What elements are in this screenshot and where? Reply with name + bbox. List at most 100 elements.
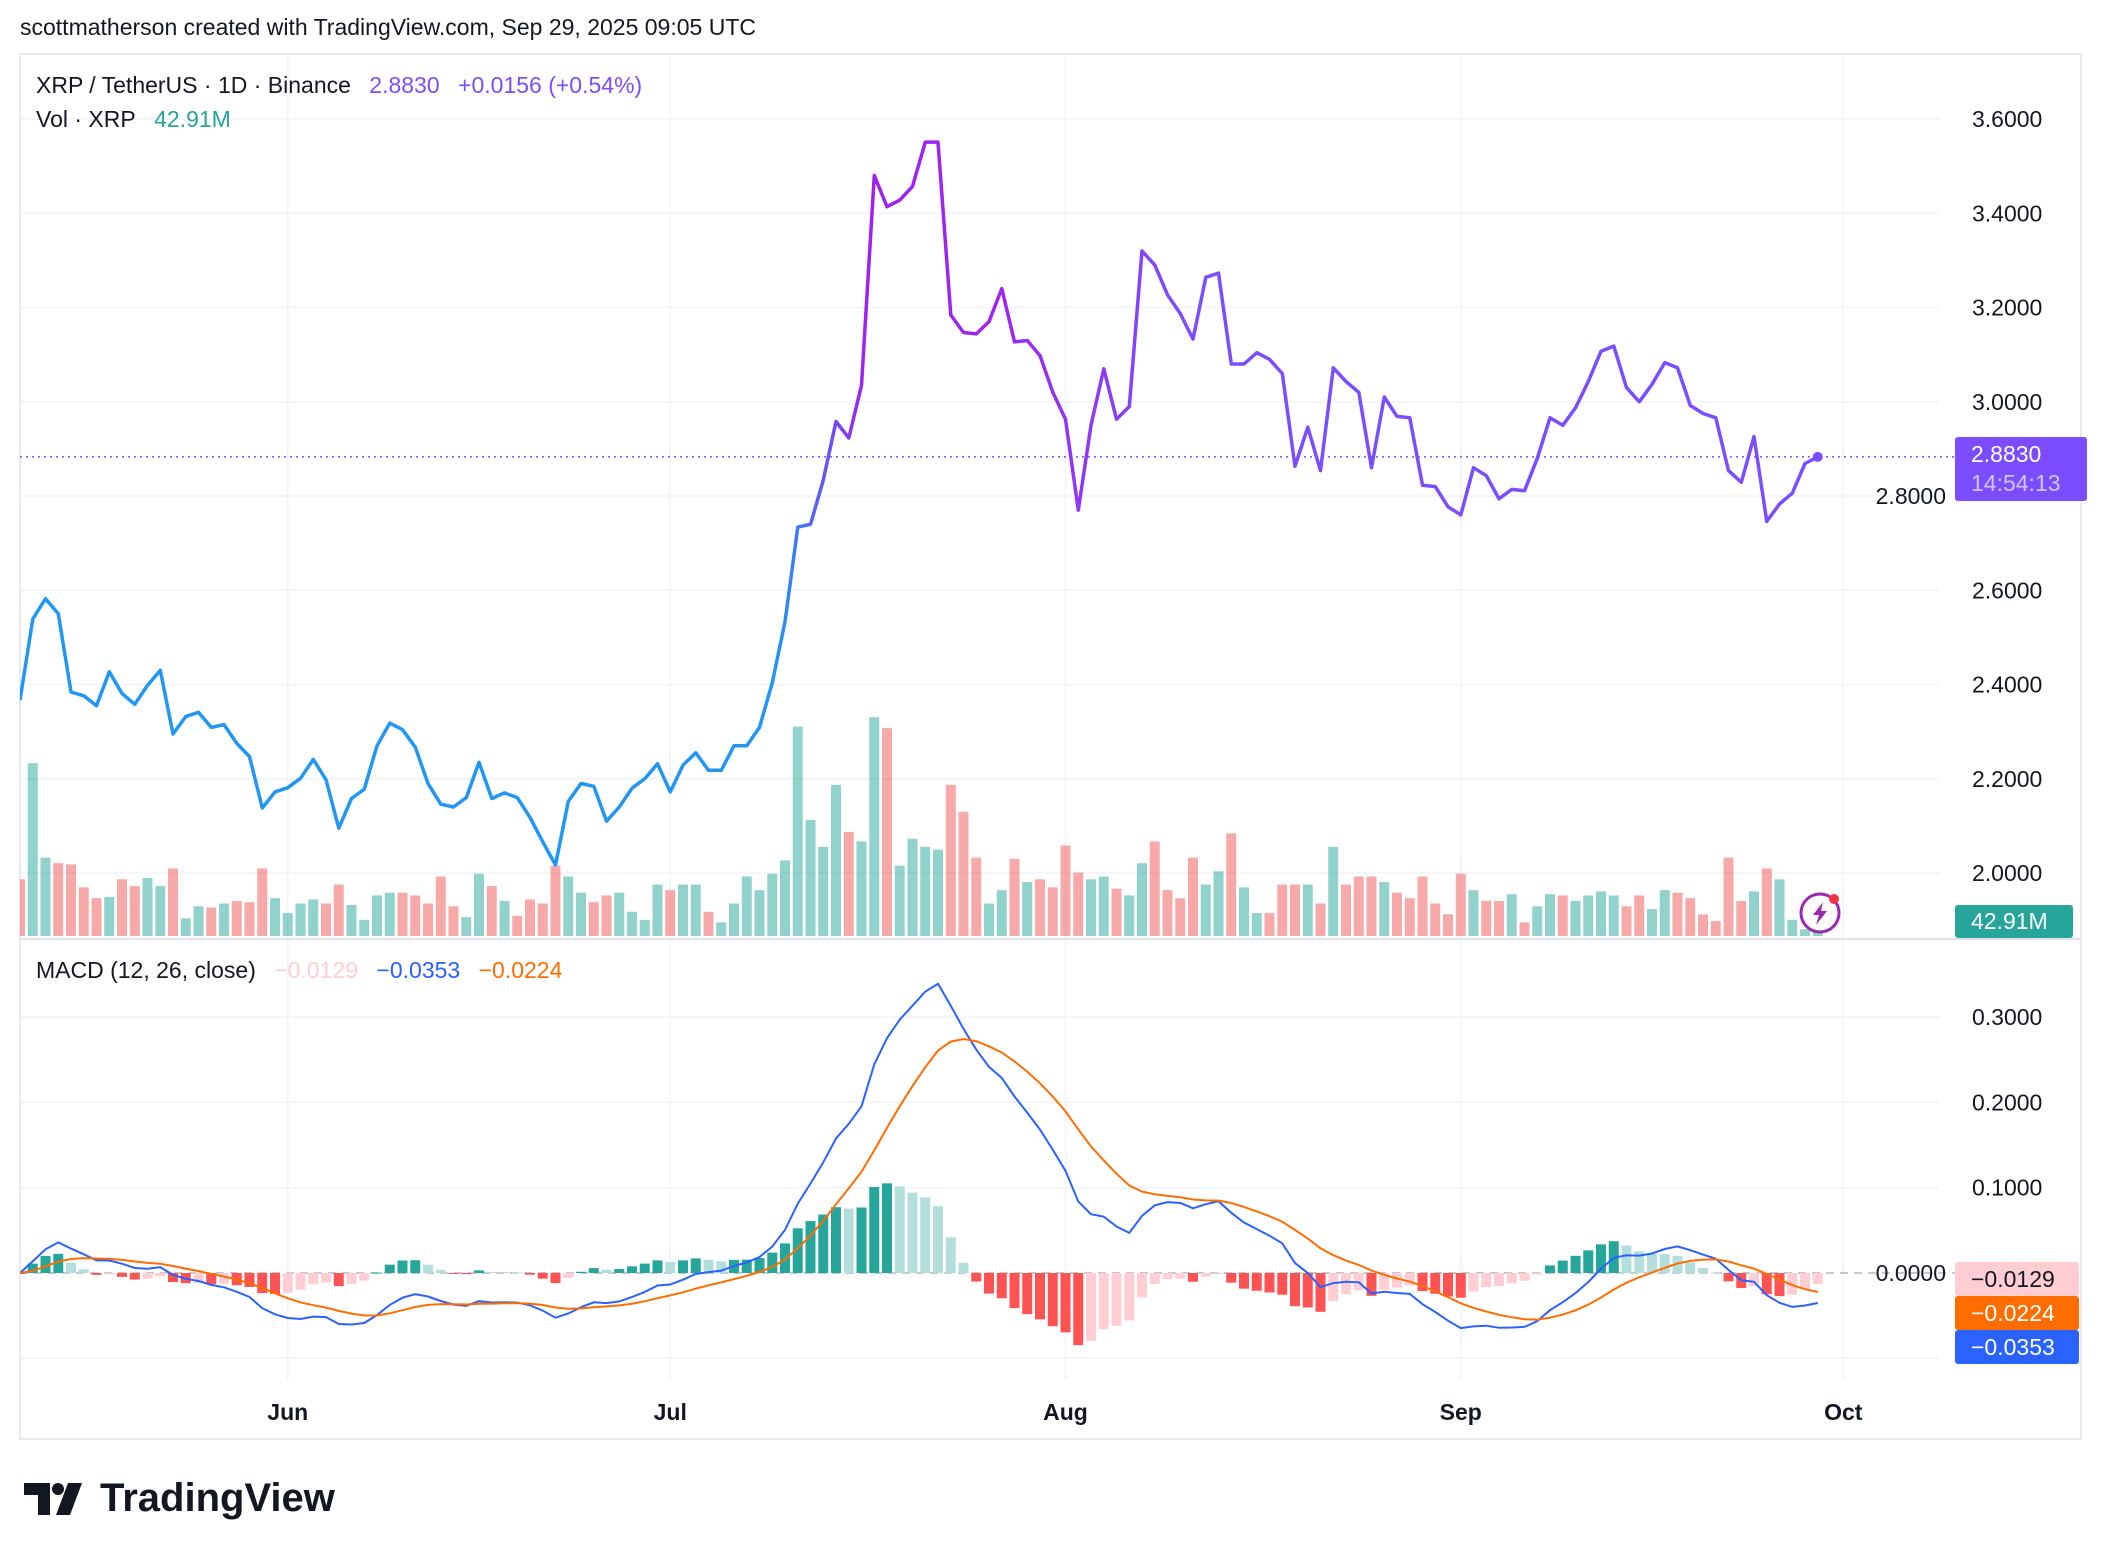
tradingview-logo[interactable]: TradingView <box>24 1476 335 1521</box>
macd-histogram-bar <box>945 1237 956 1273</box>
macd-histogram-bar <box>1557 1260 1568 1273</box>
macd-histogram-bar <box>1379 1273 1390 1290</box>
macd-histogram-bar <box>1506 1273 1517 1284</box>
volume-bar <box>1710 921 1721 936</box>
macd-histogram-bar <box>321 1273 331 1283</box>
macd-histogram-bar <box>91 1273 102 1275</box>
macd-histogram-bar <box>984 1273 994 1294</box>
macd-histogram-bar <box>1532 1273 1543 1275</box>
volume-bar <box>1647 909 1657 936</box>
macd-histogram-bar <box>703 1259 714 1273</box>
macd-histogram-bar <box>614 1269 625 1273</box>
volume-bar <box>423 903 433 936</box>
macd-tick-label: 0.2000 <box>1972 1089 2042 1115</box>
volume-bar <box>1175 898 1186 936</box>
macd-histogram-bar <box>907 1192 918 1273</box>
macd-title: MACD (12, 26, close) <box>36 957 256 983</box>
macd-histogram-bar <box>1430 1273 1441 1294</box>
lightning-icon[interactable] <box>1799 892 1841 934</box>
macd-histogram-bar <box>219 1273 229 1284</box>
volume-bar <box>843 831 854 936</box>
volume-bar <box>129 886 140 936</box>
date-tick-label: Jul <box>654 1399 687 1425</box>
macd-histogram-bar <box>206 1273 217 1285</box>
volume-bar <box>958 811 969 936</box>
price-tick-label: 3.6000 <box>1972 106 2042 132</box>
volume-bar <box>474 873 484 936</box>
macd-histogram-bar <box>1761 1273 1772 1295</box>
volume-bar <box>295 903 306 936</box>
volume-bar <box>435 876 446 936</box>
macd-histogram-bar <box>359 1273 370 1281</box>
macd-histogram-bar <box>1137 1273 1147 1298</box>
symbol-title: XRP / TetherUS · 1D · Binance <box>36 72 351 98</box>
volume-bar <box>308 899 319 936</box>
volume-bar <box>219 903 229 936</box>
volume-bar <box>601 895 612 936</box>
macd-histogram-bar <box>1519 1273 1530 1281</box>
volume-bar <box>1315 903 1326 936</box>
symbol-legend[interactable]: XRP / TetherUS · 1D · Binance 2.8830 +0.… <box>36 72 648 99</box>
volume-bar <box>1379 882 1390 936</box>
attribution-text: scottmatherson created with TradingView.… <box>20 14 756 40</box>
macd-histogram-bar <box>639 1263 650 1273</box>
macd-histogram-bar <box>767 1252 778 1273</box>
macd-histogram-bar <box>448 1273 459 1274</box>
macd-histogram-bar <box>1647 1254 1657 1273</box>
date-tick-label: Sep <box>1440 1399 1482 1425</box>
macd-histogram-bar <box>346 1273 357 1284</box>
macd-histogram-bar <box>1264 1273 1275 1293</box>
macd-histogram-bar <box>244 1273 255 1287</box>
macd-histogram-bar <box>576 1271 586 1273</box>
last-price-dot <box>1812 451 1823 462</box>
macd-histogram-bar <box>1659 1254 1670 1273</box>
macd-histogram-bar <box>831 1207 841 1273</box>
volume-bar <box>1022 882 1033 936</box>
macd-histogram-bar <box>1392 1273 1402 1288</box>
volume-legend[interactable]: Vol · XRP 42.91M <box>36 106 237 133</box>
macd-histogram-bar <box>397 1260 408 1273</box>
volume-bar <box>984 903 994 936</box>
volume-bar <box>1047 887 1058 936</box>
volume-bar <box>678 884 688 936</box>
volume-bar <box>270 898 280 936</box>
volume-bar <box>1519 922 1530 936</box>
macd-histogram-bar <box>1213 1273 1224 1274</box>
volume-bar <box>1443 914 1453 936</box>
macd-histogram-bar <box>933 1206 943 1273</box>
macd-histogram-bar <box>1009 1273 1020 1309</box>
macd-histogram-bar <box>1417 1273 1428 1292</box>
volume-bar <box>1200 884 1211 936</box>
volume-bar <box>818 846 829 936</box>
volume-bar <box>1086 879 1096 936</box>
macd-histogram-bar <box>435 1269 446 1273</box>
volume-bar <box>690 884 701 936</box>
macd-histogram-bar <box>1188 1273 1198 1282</box>
macd-histogram-bar <box>1290 1273 1300 1307</box>
macd-histogram-bar <box>1200 1273 1211 1277</box>
macd-histogram-bar <box>384 1264 395 1273</box>
volume-bar <box>1353 876 1364 936</box>
volume-bar <box>1685 898 1696 936</box>
volume-bar <box>53 863 64 936</box>
macd-histogram-bar <box>1443 1273 1453 1297</box>
volume-bar <box>741 876 752 936</box>
macd-histogram-bar <box>1022 1273 1033 1315</box>
macd-histogram-bar <box>741 1259 752 1273</box>
volume-bar <box>1404 898 1415 936</box>
macd-histogram-bar <box>423 1264 433 1273</box>
volume-bar <box>894 865 905 936</box>
macd-legend[interactable]: MACD (12, 26, close) −0.0129 −0.0353 −0.… <box>36 957 568 984</box>
macd-histogram-bar <box>1583 1250 1594 1273</box>
macd-histogram-bar <box>601 1269 612 1273</box>
volume-bar <box>1328 846 1339 936</box>
volume-bar <box>1213 871 1224 936</box>
price-tick-label: 3.0000 <box>1972 389 2042 415</box>
macd-histogram-bar <box>550 1273 561 1284</box>
macd-histogram-bar <box>1124 1273 1135 1321</box>
macd-histogram-bar <box>155 1273 166 1277</box>
macd-histogram-bar <box>78 1269 89 1273</box>
volume-bar <box>1481 900 1492 936</box>
volume-bar <box>1366 876 1377 936</box>
